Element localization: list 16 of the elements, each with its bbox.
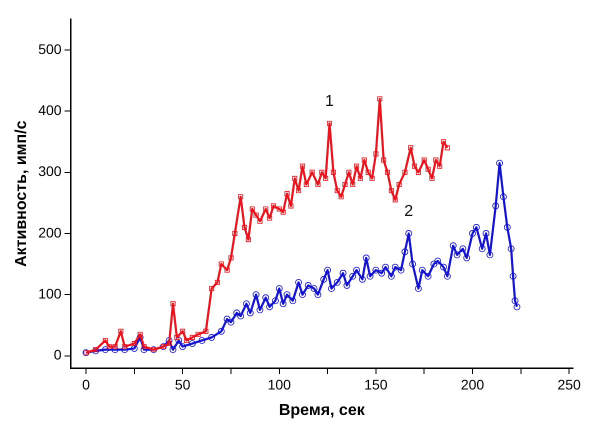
series-label: 2: [404, 202, 414, 220]
y-tick-label: 100: [38, 285, 62, 302]
x-tick-label: 250: [557, 376, 582, 392]
x-axis-title: Время, сек: [278, 402, 366, 419]
x-tick-label: 200: [460, 376, 484, 392]
x-tick-label: 150: [364, 376, 388, 392]
x-tick-label: 50: [174, 376, 191, 392]
y-tick-label: 200: [38, 224, 62, 240]
y-tick-label: 500: [38, 40, 62, 57]
x-tick-label: 100: [268, 376, 292, 392]
y-tick-label: 400: [38, 102, 62, 118]
y-tick-label: 0: [54, 346, 62, 363]
series-label: 1: [325, 92, 334, 110]
y-axis-title: Активность, имп/с: [13, 120, 30, 267]
y-tick-label: 300: [38, 163, 62, 180]
x-tick-label: 0: [82, 376, 90, 392]
